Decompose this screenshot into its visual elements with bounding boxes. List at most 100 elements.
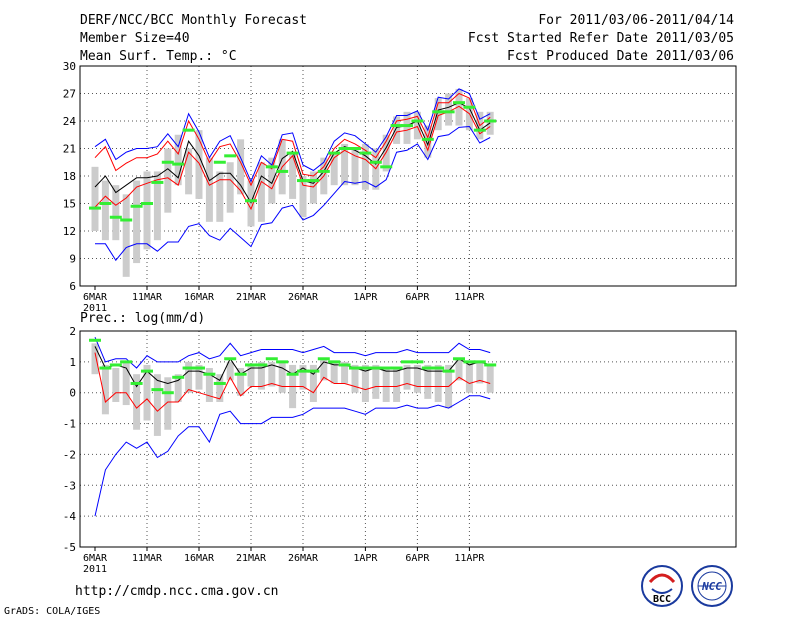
spread-box	[174, 134, 182, 186]
spread-box	[91, 166, 99, 231]
spread-box	[341, 143, 349, 186]
x-tick-year: 2011	[83, 564, 107, 575]
observed-marker	[182, 128, 195, 132]
y-tick-label: 27	[63, 88, 76, 101]
observed-marker	[338, 363, 351, 367]
spread-box	[351, 364, 359, 393]
spread-box	[299, 176, 307, 218]
spread-box	[361, 364, 369, 402]
observed-marker	[453, 357, 465, 361]
spread-box	[309, 364, 317, 402]
observed-marker	[276, 169, 289, 173]
spread-box	[320, 358, 328, 381]
spread-box	[424, 125, 432, 158]
observed-marker	[182, 366, 195, 370]
spread-box	[226, 162, 234, 213]
y-tick-label: 2	[69, 325, 76, 338]
observed-marker	[463, 105, 476, 109]
spread-box	[289, 153, 297, 199]
spread-box	[101, 180, 109, 241]
spread-box	[164, 148, 172, 213]
spread-box	[133, 374, 141, 430]
ensemble-upper-line	[94, 92, 491, 187]
spread-box	[143, 364, 151, 421]
y-tick-label: 6	[69, 280, 76, 293]
observed-marker	[109, 363, 122, 367]
observed-marker	[286, 372, 299, 376]
source-url[interactable]: http://cmdp.ncc.cma.gov.cn	[75, 584, 279, 599]
ensemble-max-line	[94, 88, 491, 183]
y-tick-label: -2	[63, 448, 76, 461]
observed-marker	[141, 369, 153, 373]
ensemble-mean-line	[94, 102, 491, 204]
observed-marker	[380, 165, 393, 169]
spread-box	[122, 361, 130, 406]
spread-box	[143, 171, 151, 250]
observed-marker	[328, 360, 341, 364]
ensemble-min-line	[95, 125, 491, 262]
spread-box	[455, 88, 463, 126]
spread-box	[299, 364, 307, 390]
observed-marker	[203, 372, 216, 376]
spread-box	[434, 98, 442, 131]
observed-marker	[463, 360, 476, 364]
svg-text:NCC: NCC	[701, 580, 722, 593]
y-tick-label: -3	[63, 479, 76, 492]
observed-marker	[349, 147, 361, 150]
spread-box	[361, 143, 369, 190]
spread-box	[101, 364, 109, 415]
y-tick-label: 9	[69, 253, 76, 266]
y-tick-label: 30	[63, 60, 76, 73]
observed-marker	[484, 363, 497, 367]
precip-title: Prec.: log(mm/d)	[80, 311, 205, 326]
spread-box	[112, 368, 120, 402]
observed-marker	[473, 128, 486, 132]
observed-marker	[380, 366, 393, 370]
x-tick-label: 1APR	[353, 553, 378, 564]
spread-box	[268, 361, 276, 387]
x-tick-label: 11MAR	[132, 292, 163, 303]
spread-box	[112, 185, 120, 241]
observed-marker	[359, 151, 372, 155]
spread-box	[278, 361, 286, 393]
observed-marker	[390, 124, 403, 128]
spread-box	[205, 368, 213, 402]
observed-marker	[120, 360, 133, 364]
observed-marker	[245, 363, 257, 367]
spread-box	[372, 364, 380, 399]
spread-box	[237, 139, 245, 195]
y-tick-label: 21	[63, 143, 76, 156]
y-tick-label: 24	[63, 115, 77, 128]
observed-marker	[390, 366, 403, 370]
observed-marker	[99, 366, 112, 370]
x-tick-label: 11APR	[454, 553, 485, 564]
observed-marker	[359, 366, 372, 370]
plot-frame	[79, 330, 737, 548]
observed-marker	[317, 169, 330, 173]
spread-box	[237, 368, 245, 396]
observed-marker	[161, 160, 174, 164]
observed-marker	[99, 202, 112, 205]
observed-marker	[432, 110, 445, 114]
spread-box	[133, 180, 141, 264]
observed-marker	[193, 366, 205, 370]
x-tick-label: 6MAR	[83, 292, 108, 303]
spread-box	[382, 368, 390, 402]
spread-box	[247, 364, 255, 387]
spread-box	[226, 361, 234, 381]
spread-box	[257, 361, 265, 390]
spread-box	[455, 358, 463, 381]
observed-marker	[286, 151, 299, 155]
spread-box	[445, 93, 453, 126]
observed-marker	[265, 165, 278, 169]
y-tick-label: 18	[63, 170, 76, 183]
x-tick-label: 26MAR	[288, 292, 319, 303]
observed-marker	[265, 357, 278, 361]
x-tick-label: 16MAR	[184, 292, 215, 303]
observed-marker	[307, 179, 320, 183]
observed-marker	[213, 160, 226, 164]
observed-marker	[349, 366, 361, 370]
observed-marker	[307, 369, 320, 373]
spread-box	[486, 364, 494, 393]
